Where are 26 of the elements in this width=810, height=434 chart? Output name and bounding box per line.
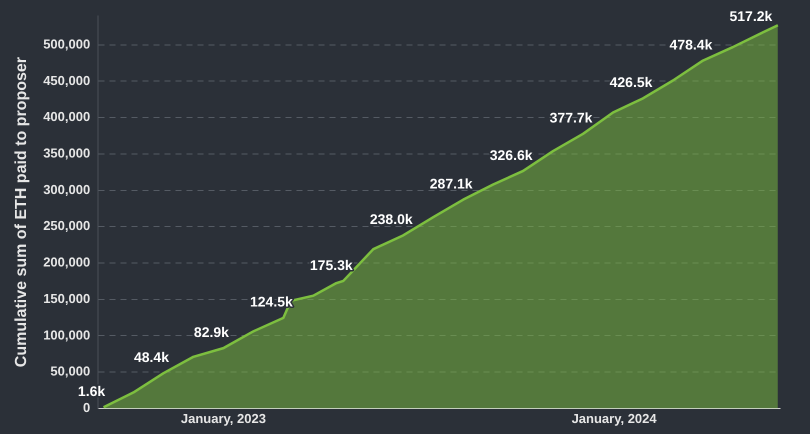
x-tick-label: January, 2024	[572, 410, 658, 426]
data-label: 478.4k	[670, 36, 713, 52]
y-tick-label: 350,000	[43, 146, 90, 161]
data-label: 287.1k	[430, 176, 473, 192]
data-label: 326.6k	[490, 146, 533, 163]
data-label: 175.3k	[310, 256, 353, 273]
data-label: 124.5k	[250, 294, 293, 310]
data-label: 426.5k	[610, 74, 653, 90]
y-axis-title: Cumulative sum of ETH paid to proposer	[13, 56, 30, 368]
y-tick-label: 50,000	[50, 364, 90, 379]
y-tick-label: 0	[82, 400, 90, 415]
data-label: 238.0k	[370, 211, 413, 228]
y-tick-label: 200,000	[43, 254, 90, 270]
data-label: 82.9k	[194, 324, 230, 340]
y-tick-label: 300,000	[43, 182, 90, 197]
y-tick-label: 450,000	[43, 72, 90, 88]
y-tick-label: 100,000	[43, 327, 90, 342]
y-tick-label: 250,000	[43, 218, 90, 234]
data-label: 377.7k	[550, 110, 593, 126]
y-tick-label: 500,000	[43, 36, 90, 52]
y-tick-label: 150,000	[43, 290, 90, 306]
x-tick-label: January, 2023	[180, 410, 266, 426]
data-label: 517.2k	[729, 8, 772, 24]
y-tick-label: 400,000	[43, 109, 90, 124]
data-label: 48.4k	[134, 349, 170, 366]
data-label: 1.6k	[78, 383, 106, 400]
